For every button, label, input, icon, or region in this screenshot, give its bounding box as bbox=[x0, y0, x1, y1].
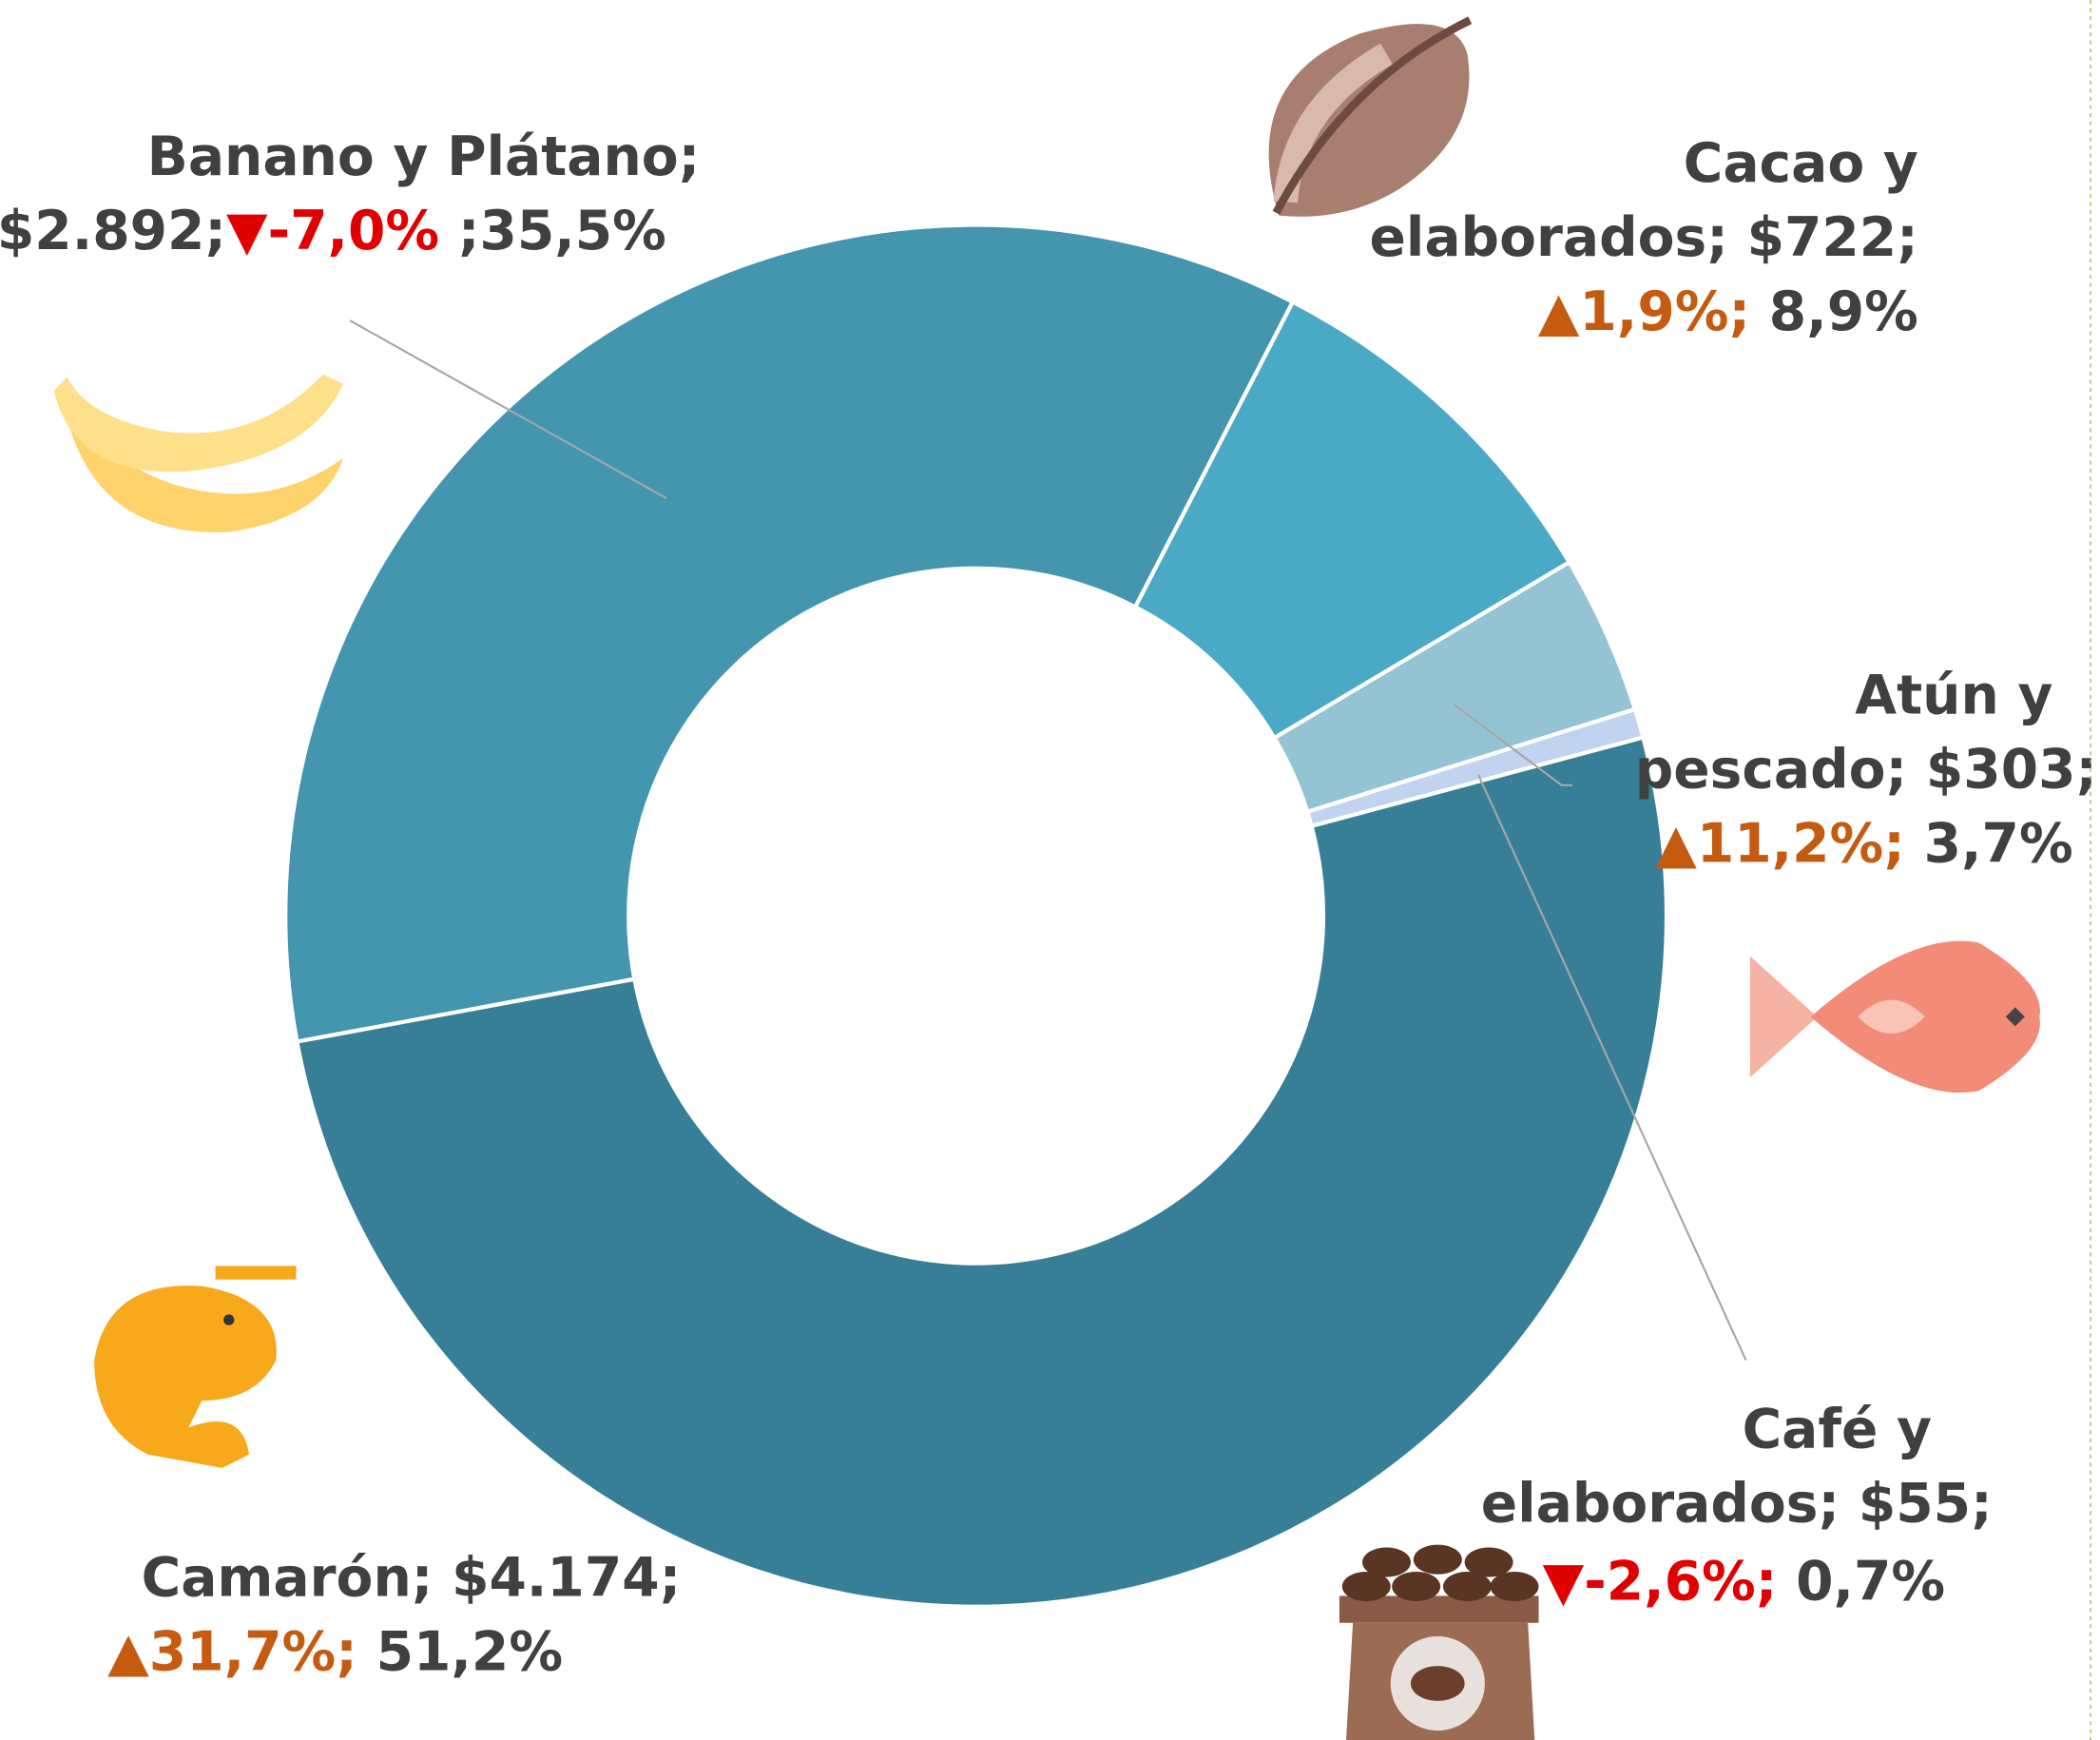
category-label: Atún y bbox=[1855, 665, 2052, 727]
category-label: Cacao y bbox=[1684, 132, 1918, 195]
data-label: elaborados; $55; bbox=[1481, 1473, 1993, 1536]
space bbox=[1840, 1473, 1859, 1536]
cacao-icon bbox=[1268, 16, 1473, 217]
separator: ; bbox=[336, 1620, 357, 1683]
category-label: Banano y Plátano bbox=[147, 126, 679, 188]
data-label: Atún y bbox=[1855, 665, 2052, 727]
fish-icon bbox=[1749, 940, 2040, 1093]
data-label: ▲31,7%; 51,2% bbox=[107, 1620, 563, 1683]
space bbox=[1907, 739, 1926, 802]
data-label: elaborados; $722; bbox=[1370, 206, 1918, 269]
shrimp-icon bbox=[94, 1266, 297, 1468]
share-label: 51,2% bbox=[376, 1620, 563, 1683]
space bbox=[1905, 812, 1924, 875]
separator: ; bbox=[412, 1546, 433, 1609]
share-label: 8,9% bbox=[1769, 280, 1918, 343]
data-label: Banano y Plátano; bbox=[147, 126, 701, 188]
category-label: elaborados bbox=[1481, 1473, 1819, 1536]
value-label: $2.892 bbox=[0, 200, 204, 262]
growth-marker: ▼ bbox=[1543, 1551, 1585, 1614]
separator: ; bbox=[660, 1546, 682, 1609]
separator: ; bbox=[1706, 206, 1728, 269]
space bbox=[439, 200, 458, 262]
value-label: $303 bbox=[1926, 739, 2076, 802]
category-label: Café y bbox=[1743, 1399, 1932, 1461]
category-label: pescado bbox=[1635, 739, 1886, 802]
data-label: ▲11,2%; 3,7% bbox=[1655, 812, 2072, 875]
growth-label: 31,7% bbox=[149, 1620, 336, 1683]
data-labels: Banano y Plátano;$2.892;▼-7,0% ;35,5%Cac… bbox=[0, 126, 2097, 1683]
space bbox=[1777, 1551, 1796, 1614]
data-label: Cacao y bbox=[1684, 132, 1918, 195]
donut bbox=[283, 222, 1669, 1609]
growth-label: -2,6% bbox=[1584, 1551, 1756, 1614]
share-label: 35,5% bbox=[480, 200, 666, 262]
growth-marker: ▲ bbox=[1655, 812, 1697, 875]
leader-line bbox=[1453, 703, 1572, 786]
data-label: ▲1,9%; 8,9% bbox=[1538, 280, 1918, 343]
separator: ; bbox=[458, 200, 480, 262]
leader-lines bbox=[349, 319, 1747, 1362]
space bbox=[1728, 206, 1747, 269]
space bbox=[357, 1620, 376, 1683]
banana-icon bbox=[53, 374, 344, 532]
space bbox=[433, 1546, 452, 1609]
category-label: elaborados bbox=[1370, 206, 1707, 269]
leader-line bbox=[349, 319, 667, 499]
data-label: ▼-2,6%; 0,7% bbox=[1543, 1551, 1945, 1614]
separator: ; bbox=[204, 200, 226, 262]
data-label: Camarón; $4.174; bbox=[142, 1546, 682, 1609]
data-label: $2.892;▼-7,0% ;35,5% bbox=[0, 200, 666, 262]
leader-line bbox=[1476, 773, 1747, 1362]
growth-label: -7,0% bbox=[268, 200, 440, 262]
growth-label: 11,2% bbox=[1697, 812, 1883, 875]
donut-slice bbox=[294, 734, 1669, 1609]
donut-slice bbox=[1132, 299, 1572, 742]
share-label: 0,7% bbox=[1796, 1551, 1945, 1614]
data-label: Café y bbox=[1743, 1399, 1932, 1461]
space bbox=[1750, 280, 1769, 343]
value-label: $55 bbox=[1859, 1473, 1971, 1536]
separator: ; bbox=[1819, 1473, 1840, 1536]
growth-label: 1,9% bbox=[1579, 280, 1728, 343]
category-label: Camarón bbox=[142, 1546, 412, 1609]
share-label: 3,7% bbox=[1924, 812, 2073, 875]
value-label: $722 bbox=[1747, 206, 1898, 269]
growth-marker: ▲ bbox=[107, 1620, 149, 1683]
growth-marker: ▲ bbox=[1538, 280, 1580, 343]
separator: ; bbox=[1897, 206, 1918, 269]
data-label: pescado; $303; bbox=[1635, 739, 2097, 802]
separator: ; bbox=[1756, 1551, 1778, 1614]
separator: ; bbox=[2076, 739, 2098, 802]
separator: ; bbox=[679, 126, 701, 188]
separator: ; bbox=[1883, 812, 1905, 875]
separator: ; bbox=[1886, 739, 1908, 802]
growth-marker: ▼ bbox=[226, 200, 268, 262]
value-label: $4.174 bbox=[452, 1546, 659, 1609]
separator: ; bbox=[1971, 1473, 1993, 1536]
donut-slice bbox=[283, 222, 1296, 1045]
coffee-icon bbox=[1339, 1544, 1539, 1740]
separator: ; bbox=[1728, 280, 1750, 343]
